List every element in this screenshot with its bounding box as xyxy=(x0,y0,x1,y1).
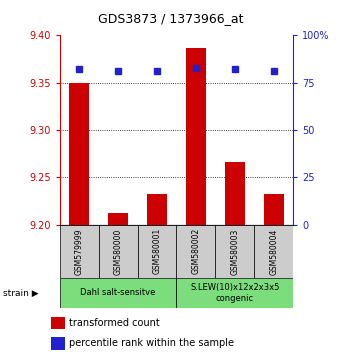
Text: GSM580004: GSM580004 xyxy=(269,228,278,275)
Text: GDS3873 / 1373966_at: GDS3873 / 1373966_at xyxy=(98,12,243,25)
Bar xyxy=(225,162,244,225)
Text: GSM580000: GSM580000 xyxy=(114,228,122,275)
Text: GSM580003: GSM580003 xyxy=(231,228,239,275)
Bar xyxy=(137,225,177,278)
Bar xyxy=(99,225,137,278)
Bar xyxy=(108,213,128,225)
Bar xyxy=(51,317,65,329)
Bar xyxy=(186,48,206,225)
Bar xyxy=(264,194,283,225)
Text: strain ▶: strain ▶ xyxy=(3,289,39,297)
Bar xyxy=(216,225,254,278)
Bar xyxy=(254,225,293,278)
Bar xyxy=(177,278,293,308)
Text: GSM580002: GSM580002 xyxy=(191,228,201,274)
Bar xyxy=(70,83,89,225)
Bar xyxy=(60,278,177,308)
Text: GSM579999: GSM579999 xyxy=(75,228,84,275)
Text: S.LEW(10)x12x2x3x5
congenic: S.LEW(10)x12x2x3x5 congenic xyxy=(190,283,280,303)
Text: GSM580001: GSM580001 xyxy=(152,228,162,274)
Bar xyxy=(147,194,167,225)
Text: transformed count: transformed count xyxy=(69,318,160,328)
Text: Dahl salt-sensitve: Dahl salt-sensitve xyxy=(80,289,156,297)
Text: percentile rank within the sample: percentile rank within the sample xyxy=(69,338,234,348)
Bar xyxy=(177,225,216,278)
Bar xyxy=(51,337,65,350)
Bar xyxy=(60,225,99,278)
